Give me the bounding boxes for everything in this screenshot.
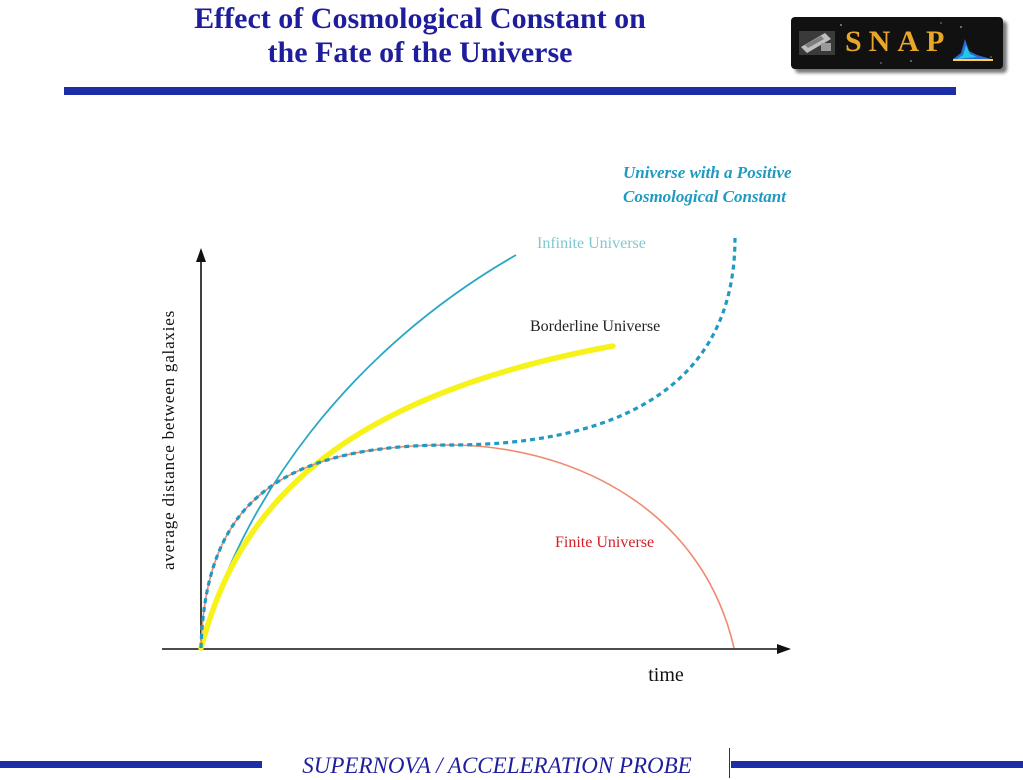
title-line-1: Effect of Cosmological Constant on	[194, 2, 646, 35]
title-line-2: the Fate of the Universe	[267, 36, 573, 69]
snap-logo: SNAP	[791, 17, 1003, 69]
x-axis-label: time	[648, 664, 684, 686]
footer-text: SUPERNOVA / ACCELERATION PROBE	[302, 753, 692, 778]
infinite-universe-label: Infinite Universe	[537, 235, 646, 252]
page-title: Effect of Cosmological Constant on the F…	[60, 2, 780, 70]
positive-cosmological-constant-curve	[199, 237, 737, 649]
header-rule	[64, 87, 956, 95]
positive-constant-label-line-1: Universe with a Positive	[623, 163, 792, 182]
borderline-universe-label: Borderline Universe	[530, 318, 660, 335]
borderline-universe-curve	[198, 343, 616, 651]
spectrum-icon	[953, 39, 993, 61]
finite-universe-label: Finite Universe	[555, 534, 654, 551]
infinite-universe-curve	[200, 254, 517, 649]
footer-rule-right	[731, 761, 1023, 768]
satellite-icon	[799, 31, 835, 55]
y-axis-label: average distance between galaxies	[159, 310, 178, 570]
logo-text: SNAP	[845, 25, 952, 58]
positive-constant-label-line-2: Cosmological Constant	[623, 187, 787, 206]
footer-rule-left	[0, 761, 262, 768]
footer-divider	[729, 748, 730, 778]
